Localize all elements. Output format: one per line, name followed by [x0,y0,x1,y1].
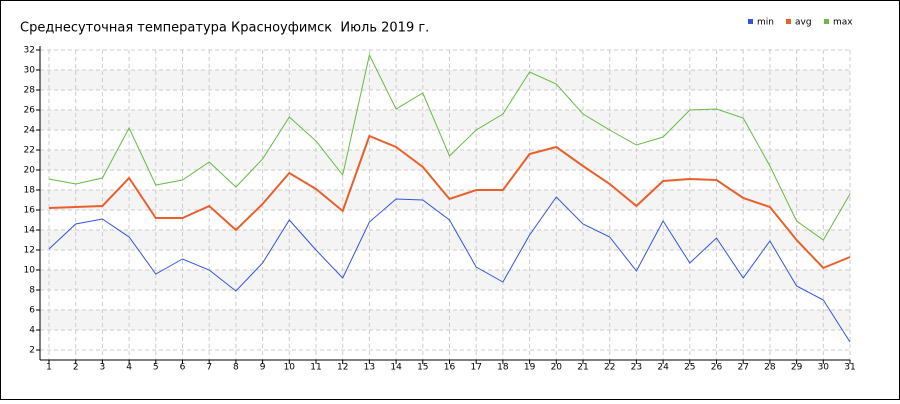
band [40,270,850,290]
y-tick-label: 14 [24,226,36,236]
y-tick-label: 10 [24,266,36,276]
y-tick-label: 26 [24,106,36,116]
band [40,70,850,90]
band [40,230,850,250]
x-tick-label: 3 [100,363,106,373]
x-tick-label: 19 [524,363,536,373]
y-tick-label: 32 [24,46,35,56]
y-tick-label: 6 [29,306,35,316]
y-tick-label: 22 [24,146,35,156]
y-tick-label: 30 [24,66,36,76]
y-tick-label: 2 [29,346,35,356]
x-tick-label: 20 [551,363,563,373]
x-tick-label: 17 [470,363,481,373]
legend-swatch [786,19,791,24]
x-tick-label: 1 [46,363,52,373]
x-tick-label: 29 [791,363,803,373]
x-tick-label: 31 [844,363,855,373]
legend-swatch [824,19,829,24]
y-tick-label: 20 [24,166,36,176]
legend-swatch [748,19,753,24]
y-tick-label: 16 [24,206,36,216]
x-tick-label: 14 [390,363,402,373]
x-tick-label: 11 [310,363,321,373]
y-tick-label: 8 [29,286,35,296]
x-tick-label: 2 [73,363,79,373]
x-tick-label: 12 [337,363,348,373]
x-tick-label: 9 [260,363,266,373]
x-tick-label: 16 [444,363,456,373]
legend-label: min [757,18,774,28]
y-tick-label: 12 [24,246,35,256]
y-tick-label: 24 [24,126,36,136]
x-tick-label: 13 [364,363,375,373]
x-tick-label: 27 [737,363,748,373]
band [40,310,850,330]
y-tick-label: 4 [29,326,35,336]
x-tick-label: 25 [684,363,695,373]
x-tick-label: 21 [577,363,588,373]
x-tick-label: 5 [153,363,159,373]
series-line [48,134,851,270]
x-tick-label: 8 [233,363,239,373]
y-tick-label: 18 [24,186,36,196]
x-tick-label: 10 [284,363,296,373]
legend-label: avg [795,18,812,28]
x-tick-label: 26 [711,363,723,373]
x-tick-label: 15 [417,363,428,373]
x-tick-label: 4 [126,363,132,373]
x-tick-label: 28 [764,363,776,373]
band [40,150,850,170]
x-tick-label: 7 [206,363,212,373]
x-tick-label: 18 [497,363,509,373]
x-tick-label: 24 [657,363,669,373]
series-line [48,196,851,343]
y-tick-label: 28 [24,86,36,96]
x-tick-label: 30 [818,363,830,373]
chart-title: Среднесуточная температура Красноуфимск … [20,21,429,36]
series-line [48,53,851,241]
x-tick-label: 6 [180,363,186,373]
band [40,110,850,130]
legend-label: max [833,18,853,28]
x-tick-label: 22 [604,363,615,373]
x-tick-label: 23 [631,363,642,373]
